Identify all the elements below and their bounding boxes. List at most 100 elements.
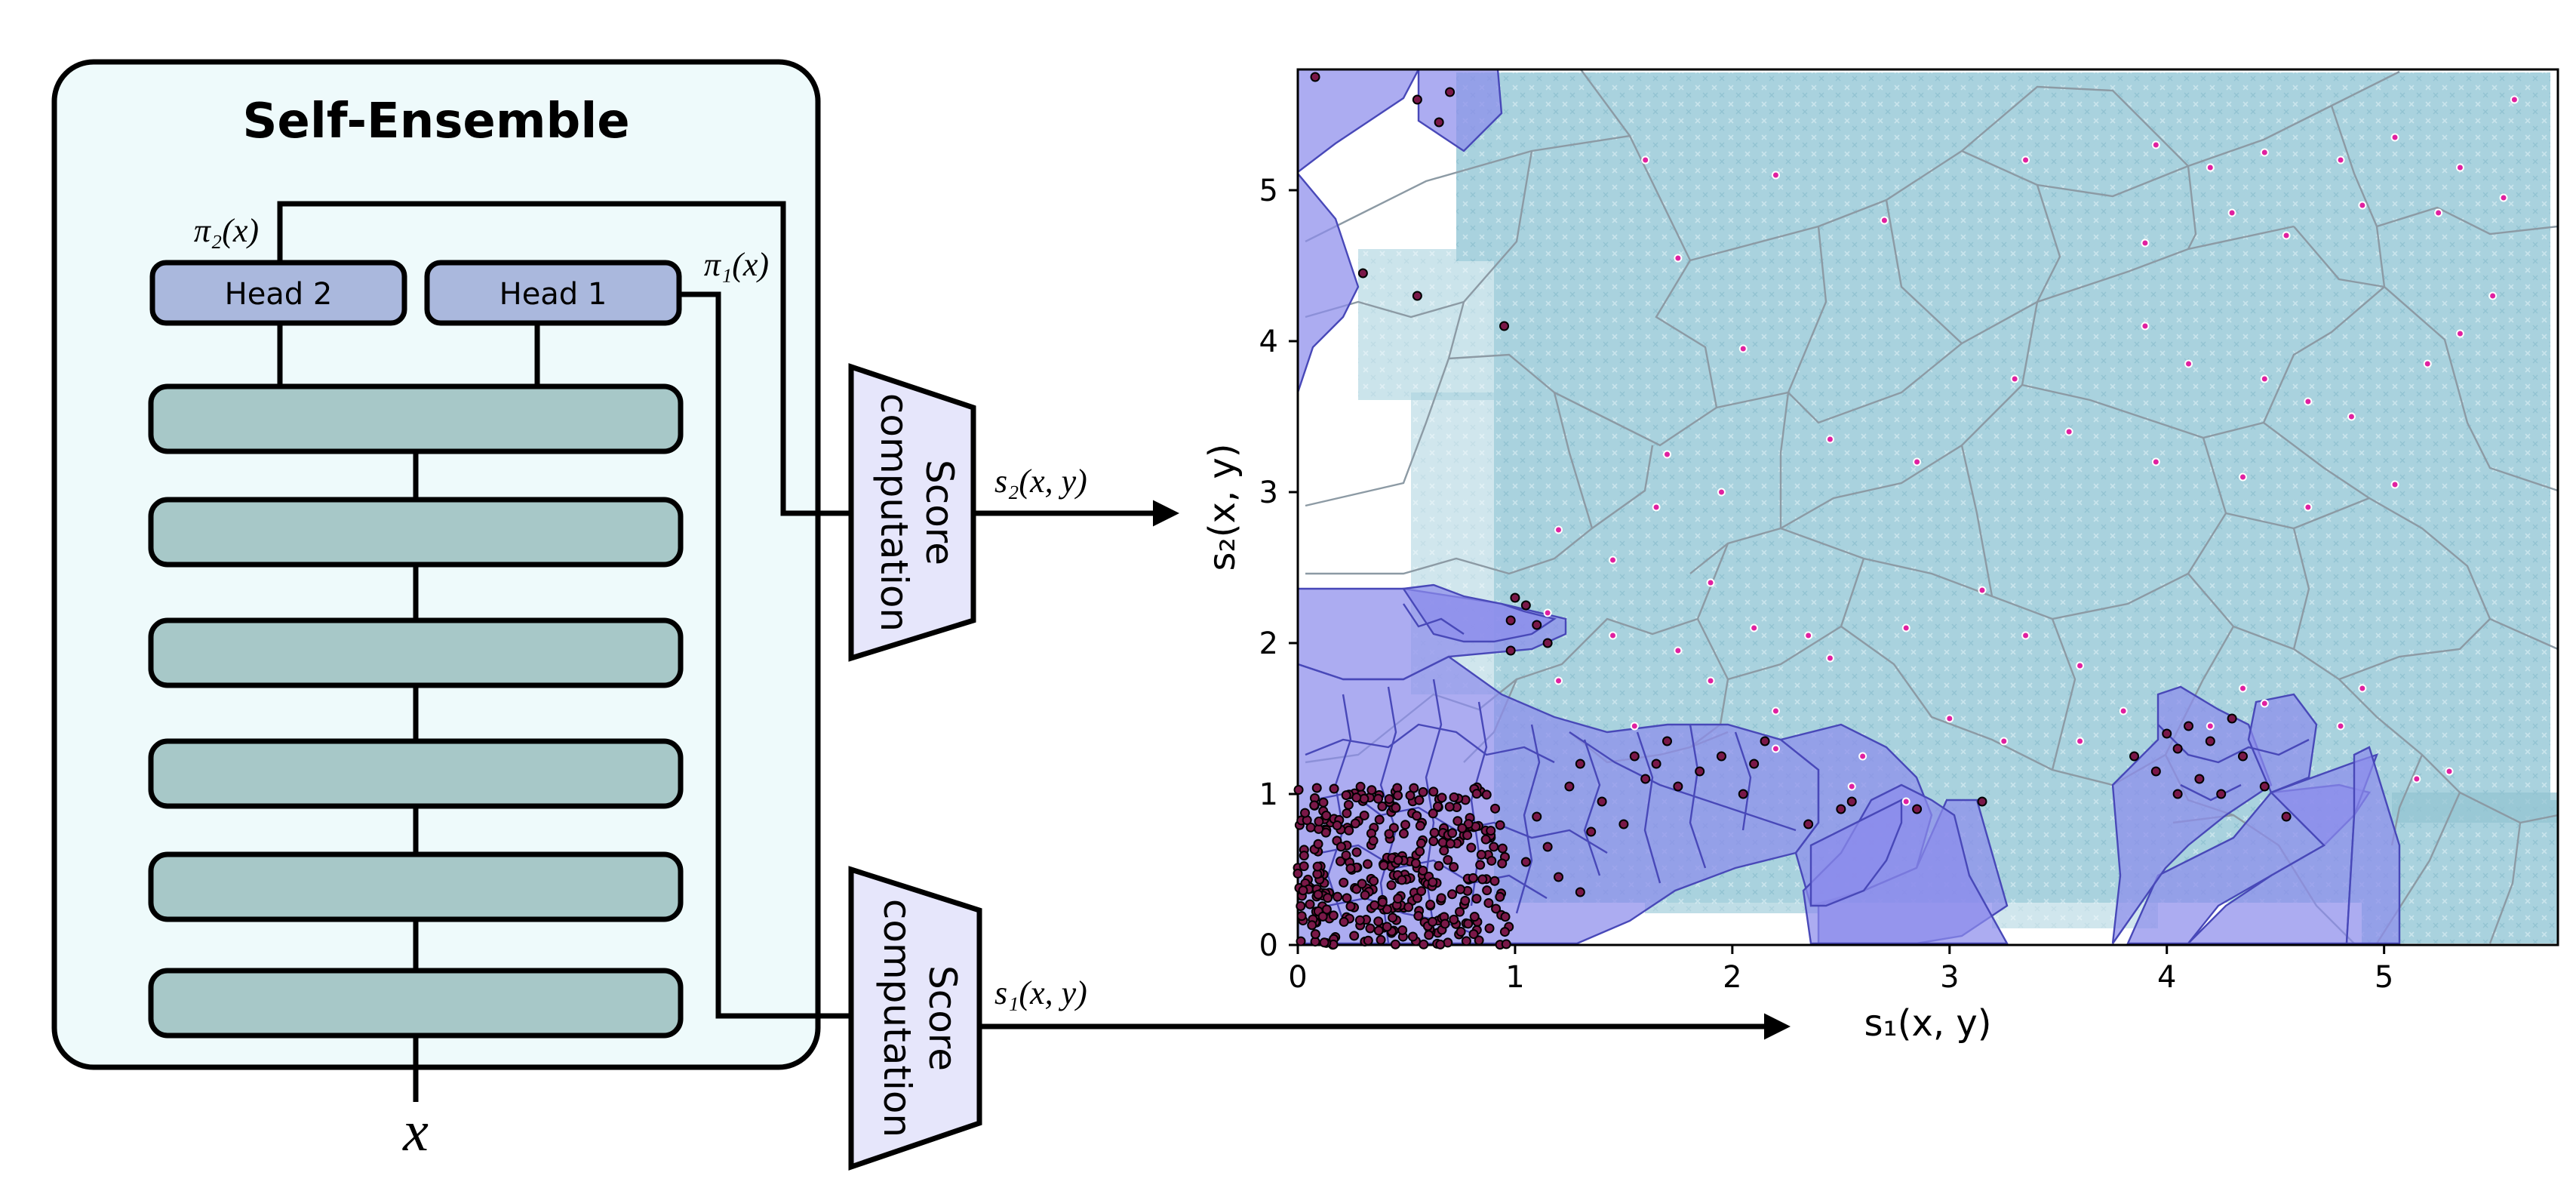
series-0-point-62 bbox=[1554, 676, 1563, 685]
cluster-point bbox=[1296, 911, 1307, 922]
series-1-point-38 bbox=[2129, 751, 2140, 762]
cluster-point bbox=[1296, 900, 1306, 911]
series-1-point-1 bbox=[1412, 94, 1422, 105]
series-0-point-29 bbox=[2151, 457, 2160, 466]
cluster-point bbox=[1428, 836, 1439, 846]
cluster-point bbox=[1445, 839, 1456, 849]
series-0-point-7 bbox=[2390, 133, 2399, 142]
x-tick-label-0: 0 bbox=[1288, 960, 1307, 995]
cluster-point bbox=[1357, 879, 1367, 889]
head-wires bbox=[277, 201, 853, 1019]
series-0-point-39 bbox=[1652, 503, 1661, 512]
cluster-point bbox=[1341, 790, 1351, 801]
series-0-point-22 bbox=[2347, 412, 2356, 421]
cluster-point bbox=[1476, 849, 1486, 860]
cluster-point bbox=[1489, 876, 1500, 886]
series-1-point-25 bbox=[1597, 796, 1607, 807]
cluster-point bbox=[1486, 826, 1496, 836]
cluster-point bbox=[1343, 799, 1354, 810]
cluster-point bbox=[1328, 910, 1339, 921]
cluster-point bbox=[1369, 900, 1380, 910]
score-block-2: Score computation bbox=[848, 363, 976, 662]
x-axis-label: s₁(x, y) bbox=[1864, 1002, 1991, 1045]
cluster-point bbox=[1491, 903, 1502, 914]
series-1-point-42 bbox=[2205, 736, 2215, 746]
series-1-point-6 bbox=[1499, 321, 1510, 331]
cluster-point bbox=[1339, 877, 1349, 888]
series-0-point-59 bbox=[1858, 752, 1867, 761]
cluster-point bbox=[1359, 810, 1369, 820]
cluster-point bbox=[1390, 939, 1400, 949]
series-0-point-54 bbox=[2336, 722, 2345, 731]
cluster-point bbox=[1400, 820, 1411, 830]
backbone-layers bbox=[148, 383, 684, 1039]
cluster-point bbox=[1393, 855, 1403, 866]
series-1-point-36 bbox=[1912, 804, 1923, 814]
cluster-point bbox=[1449, 792, 1459, 802]
cluster-point bbox=[1405, 790, 1416, 801]
series-0-point-1 bbox=[1771, 171, 1780, 180]
cluster-point bbox=[1407, 931, 1418, 942]
cluster-point bbox=[1466, 842, 1477, 853]
series-0-point-53 bbox=[2260, 699, 2269, 708]
head-2-label: Head 2 bbox=[225, 277, 333, 312]
cluster-point bbox=[1376, 934, 1386, 945]
series-0-point-60 bbox=[1771, 706, 1780, 716]
series-1-point-46 bbox=[2184, 721, 2194, 731]
series-1-point-33 bbox=[1836, 804, 1846, 814]
series-1-point-43 bbox=[2238, 751, 2248, 762]
cluster-point bbox=[1415, 846, 1425, 857]
series-0-point-63 bbox=[1630, 722, 1639, 731]
series-0-point-46 bbox=[1825, 654, 1834, 663]
series-1-point-17 bbox=[1695, 766, 1705, 777]
layer-5 bbox=[148, 497, 684, 568]
series-1-point-8 bbox=[1520, 600, 1531, 611]
series-1-point-18 bbox=[1716, 751, 1726, 762]
series-0-point-5 bbox=[2260, 148, 2269, 157]
cluster-point bbox=[1354, 915, 1365, 925]
series-0-point-38 bbox=[1609, 556, 1617, 565]
layer-3 bbox=[148, 738, 684, 809]
cluster-point bbox=[1416, 886, 1427, 897]
cluster-point bbox=[1323, 893, 1333, 903]
cluster-point bbox=[1373, 925, 1384, 936]
cluster-point bbox=[1349, 931, 1360, 941]
series-1-point-11 bbox=[1542, 638, 1553, 648]
series-0-point-36 bbox=[1913, 457, 1922, 466]
cluster-point bbox=[1489, 842, 1499, 852]
series-0-point-2 bbox=[2021, 155, 2030, 165]
cluster-point bbox=[1332, 820, 1342, 831]
cluster-point bbox=[1456, 926, 1466, 937]
cluster-point bbox=[1413, 911, 1424, 922]
y-tick-label-3: 3 bbox=[1259, 476, 1278, 510]
series-1-point-12 bbox=[1505, 645, 1516, 656]
cluster-point bbox=[1345, 901, 1356, 912]
cluster-point bbox=[1299, 861, 1309, 872]
series-0-point-24 bbox=[2455, 329, 2464, 338]
cluster-point bbox=[1484, 923, 1495, 934]
score-1-output-label: s₁(x, y) bbox=[994, 974, 1087, 1011]
series-0-point-52 bbox=[2206, 722, 2215, 731]
series-0-point-3 bbox=[2151, 140, 2160, 149]
cluster-point bbox=[1455, 906, 1465, 917]
score-2-output-label: s₂(x, y) bbox=[994, 463, 1087, 500]
axis-ticks: 0 1 2 3 4 5 0 1 2 3 4 5 bbox=[1259, 174, 2394, 995]
cluster-point bbox=[1424, 930, 1434, 940]
y-axis-label: s₂(x, y) bbox=[1201, 443, 1243, 571]
layer-6 bbox=[148, 383, 684, 454]
cluster-point bbox=[1428, 786, 1439, 797]
series-0-point-47 bbox=[1901, 623, 1910, 632]
series-1-point-32 bbox=[1575, 887, 1585, 897]
cluster-point bbox=[1329, 783, 1339, 794]
cluster-point bbox=[1377, 801, 1388, 811]
series-1-point-37 bbox=[1977, 796, 1987, 807]
series-1-point-40 bbox=[2172, 743, 2183, 754]
series-0-point-11 bbox=[2227, 208, 2236, 217]
series-1-point-35 bbox=[1803, 819, 1814, 829]
series-1-point-34 bbox=[1846, 796, 1857, 807]
series-0-point-65 bbox=[1847, 782, 1856, 791]
series-0-point-9 bbox=[2510, 95, 2519, 104]
layer-2 bbox=[148, 851, 684, 922]
cluster-point bbox=[1341, 850, 1351, 860]
